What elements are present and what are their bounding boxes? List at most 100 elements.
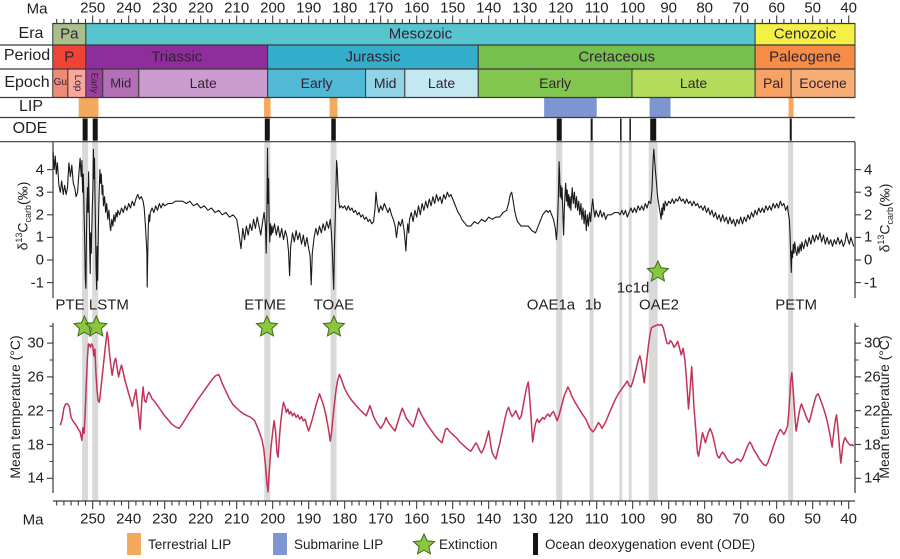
extinction-star-LSTM — [84, 314, 108, 337]
submarine-lip-bar-1 — [649, 98, 671, 117]
d13c-tick-label-right: 1 — [864, 228, 873, 246]
ode-bar-PETM — [789, 118, 792, 141]
epoch-band-label: Lop — [71, 74, 83, 92]
era-band-label: Mesozoic — [388, 25, 453, 43]
ode-bar-PTE — [82, 118, 88, 141]
bottom-tick-label: 110 — [584, 510, 609, 528]
ode-bar-ETME — [264, 118, 270, 141]
event-band-OAE2 — [648, 141, 658, 501]
epoch-band-label: Mid — [110, 75, 132, 91]
legend-label-extinction: Extinction — [439, 536, 498, 552]
bottom-tick-label: 230 — [152, 510, 178, 528]
top-tick-label: 210 — [224, 0, 250, 17]
top-tick-label: 120 — [548, 0, 574, 17]
epoch-band-label: Late — [427, 75, 456, 92]
top-tick-label: 140 — [476, 0, 502, 17]
bottom-tick-label: 40 — [840, 510, 858, 528]
d13c-tick-label-right: -1 — [864, 274, 878, 292]
bottom-tick-label: 200 — [260, 510, 286, 528]
row-label-ode: ODE — [12, 120, 48, 137]
bottom-tick-label: 60 — [768, 510, 786, 528]
event-band-OAE1a — [556, 141, 563, 501]
d13c-tick-label-right: 4 — [864, 161, 873, 179]
temp-tick-label-left: 18 — [27, 436, 44, 453]
bottom-tick-label: 250 — [80, 510, 106, 528]
bottom-tick-label: 70 — [732, 510, 750, 528]
bottom-tick-label: 210 — [224, 510, 250, 528]
top-tick-label: 150 — [440, 0, 466, 17]
temp-tick-label-right: 14 — [864, 469, 881, 487]
d13c-axis-title-left: δ13Ccarb(‰) — [13, 181, 34, 251]
temp-axis-title-right: Mean temperature (°C) — [876, 335, 892, 479]
legend-label-terrestrial-lip: Terrestrial LIP — [148, 536, 232, 552]
epoch-band-late — [138, 68, 269, 98]
extinction-star-TOAE — [322, 314, 346, 337]
event-band-OAE1d — [628, 141, 632, 501]
epoch-band-early — [267, 68, 367, 98]
temperature-curve — [59, 323, 855, 493]
temp-tick-label-left: 26 — [27, 368, 44, 386]
legend-label-ode: Ocean deoxygenation event (ODE) — [545, 536, 756, 552]
extinction-star-OAE2 — [646, 259, 670, 282]
legend-item-submarine-lip: Submarine LIP — [273, 532, 383, 556]
temp-tick-label-right: 18 — [864, 436, 881, 453]
temp-tick-label-left: 22 — [27, 402, 44, 420]
event-label-PETM: PETM — [775, 296, 817, 314]
extinction-star-ETME — [255, 314, 279, 337]
event-label-OAE2: OAE2 — [638, 296, 679, 314]
extinction-star-icon — [412, 532, 436, 556]
epoch-band-label: Late — [679, 75, 708, 92]
top-tick-label: 50 — [804, 0, 822, 17]
legend-item-ode: Ocean deoxygenation event (ODE) — [533, 532, 755, 556]
epoch-band-label: Early — [539, 75, 572, 92]
bottom-tick-label: 160 — [404, 510, 430, 528]
temp-tick-label-right: 26 — [864, 368, 881, 386]
period-band-label: Paleogene — [769, 48, 841, 66]
temp-axis-title-left: Mean temperature (°C) — [7, 335, 23, 479]
d13c-tick-label-left: -1 — [30, 274, 44, 292]
d13c-tick-label-left: 4 — [35, 161, 44, 179]
epoch-band-label: Early — [300, 75, 333, 92]
period-band-label: Jurassic — [345, 48, 401, 66]
d13c-tick-label-left: 2 — [35, 206, 44, 224]
d13c-tick-label-right: 2 — [864, 206, 873, 224]
row-label-period: Period — [3, 47, 51, 64]
top-tick-label: 70 — [732, 0, 750, 17]
event-band-OAE1b — [589, 141, 594, 501]
ode-bar-OAE2 — [650, 118, 657, 141]
bottom-tick-label: 100 — [620, 510, 646, 528]
bottom-axis-unit-label: Ma — [22, 511, 44, 529]
event-label-TOAE: TOAE — [313, 296, 355, 314]
bottom-tick-label: 90 — [660, 510, 678, 528]
top-tick-label: 60 — [768, 0, 786, 17]
d13c-axis-title-right: δ13Ccarb(‰) — [875, 183, 896, 253]
period-band-label: Triassic — [151, 48, 203, 66]
terrestrial-lip-bar-1 — [264, 98, 271, 117]
ode-bar-OAE1a — [556, 118, 562, 141]
top-tick-label: 230 — [152, 0, 178, 17]
epoch-band-label: Mid — [373, 75, 397, 92]
d13c-tick-label-right: 3 — [864, 183, 873, 201]
event-label-PTE: PTE — [55, 296, 85, 314]
temp-tick-label-left: 30 — [27, 334, 44, 352]
top-tick-label: 80 — [696, 0, 714, 17]
d13c-curve — [52, 147, 855, 290]
legend-label-submarine-lip: Submarine LIP — [294, 536, 384, 552]
event-band-PETM — [788, 141, 794, 501]
event-label-1b: 1b — [584, 296, 602, 314]
bottom-tick-label: 170 — [368, 510, 394, 528]
bottom-tick-label: 50 — [804, 510, 822, 528]
bottom-tick-label: 80 — [696, 510, 714, 528]
temp-tick-label-right: 22 — [864, 402, 881, 420]
era-band-label: Pa — [60, 25, 79, 43]
bottom-tick-label: 190 — [296, 510, 322, 528]
epoch-band-label: Late — [189, 75, 217, 92]
row-label-era: Era — [18, 25, 44, 42]
period-band-label: P — [64, 48, 75, 66]
top-tick-label: 110 — [584, 0, 609, 17]
ode-bar-OAE1c — [620, 118, 622, 141]
epoch-band-label: Eocene — [799, 75, 847, 92]
submarine-lip-swatch — [273, 533, 287, 555]
ode-bar-OAE1b — [590, 118, 593, 141]
